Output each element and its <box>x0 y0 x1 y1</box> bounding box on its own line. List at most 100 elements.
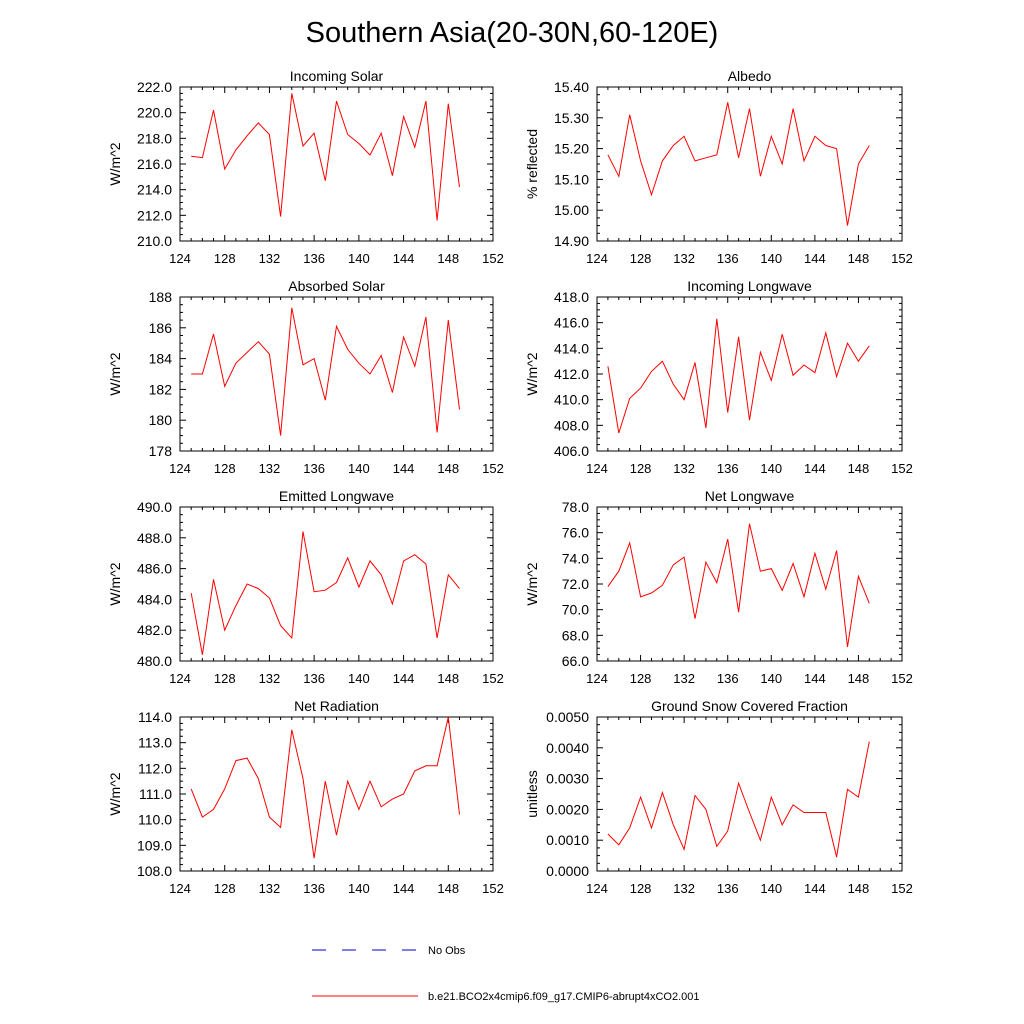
x-tick-label: 140 <box>348 461 370 476</box>
y-tick-label: 488.0 <box>137 530 172 546</box>
series-line-0 <box>191 93 460 221</box>
y-tick-label: 184 <box>149 351 173 367</box>
y-axis-label: W/m^2 <box>107 352 123 395</box>
y-tick-label: 490.0 <box>137 499 172 515</box>
x-tick-label: 140 <box>348 671 370 686</box>
x-tick-label: 136 <box>303 461 325 476</box>
panel-incoming-solar: Incoming Solar W/m^2 124 128 132 136 140 144 148… <box>107 68 504 266</box>
x-tick-label: 132 <box>673 251 695 266</box>
x-tick-label: 124 <box>586 251 608 266</box>
y-tick-label: 216.0 <box>137 156 172 172</box>
panel-title: Net Longwave <box>705 488 795 504</box>
panel-ground-snow-covered-fraction: Ground Snow Covered Fraction unitless 124 1… <box>524 698 913 896</box>
x-tick-label: 152 <box>482 251 504 266</box>
x-tick-label: 148 <box>848 251 870 266</box>
panel-title: Incoming Longwave <box>687 278 812 294</box>
y-axis-label: W/m^2 <box>107 562 123 605</box>
x-tick-label: 128 <box>630 881 652 896</box>
x-tick-label: 144 <box>804 671 826 686</box>
series-line-0 <box>607 741 870 858</box>
panel-emitted-longwave: Emitted Longwave W/m^2 124 128 132 136 140 144 1… <box>107 488 504 686</box>
y-tick-label: 110.0 <box>138 812 172 828</box>
y-tick-label: 78.0 <box>562 499 589 515</box>
series-line-0 <box>607 318 870 434</box>
y-tick-label: 178 <box>149 443 173 459</box>
y-axis-label: W/m^2 <box>107 772 123 815</box>
y-tick-label: 70.0 <box>562 602 589 618</box>
y-tick-label: 109.0 <box>137 837 172 853</box>
x-tick-label: 136 <box>717 461 739 476</box>
x-tick-label: 128 <box>630 671 652 686</box>
x-tick-label: 148 <box>437 461 459 476</box>
y-tick-label: 408.0 <box>554 417 589 433</box>
y-tick-label: 222.0 <box>137 79 172 95</box>
y-tick-label: 72.0 <box>562 576 589 592</box>
x-tick-label: 152 <box>482 671 504 686</box>
panel-title: Albedo <box>728 68 772 84</box>
x-tick-label: 124 <box>169 881 191 896</box>
legend: No Obs b.e21.BCO2x4cmip6.f09_g17.CMIP6-a… <box>312 945 700 1003</box>
x-tick-label: 140 <box>760 461 782 476</box>
y-axis-label: W/m^2 <box>524 352 540 395</box>
panel-albedo: Albedo % reflected 124 128 132 136 140 144 148 15… <box>524 68 913 266</box>
x-tick-label: 140 <box>760 251 782 266</box>
y-tick-label: 0.0050 <box>546 709 589 725</box>
x-tick-label: 136 <box>303 881 325 896</box>
x-tick-label: 136 <box>303 251 325 266</box>
y-tick-label: 188 <box>149 289 173 305</box>
y-tick-label: 15.20 <box>554 141 589 157</box>
y-tick-label: 15.30 <box>554 110 589 126</box>
figure-title: Southern Asia(20-30N,60-120E) <box>306 17 719 49</box>
y-tick-label: 0.0040 <box>546 740 589 756</box>
plot-frame <box>179 296 494 452</box>
x-tick-label: 148 <box>848 671 870 686</box>
y-tick-label: 416.0 <box>554 315 589 331</box>
x-tick-label: 140 <box>760 881 782 896</box>
plot-frame <box>596 716 903 872</box>
plot-frame <box>179 506 494 662</box>
y-tick-label: 108.0 <box>137 863 172 879</box>
y-tick-label: 480.0 <box>137 653 172 669</box>
y-tick-label: 112.0 <box>138 760 172 776</box>
x-tick-label: 136 <box>717 251 739 266</box>
y-tick-label: 482.0 <box>137 622 172 638</box>
y-tick-label: 210.0 <box>137 233 172 249</box>
plot-frame <box>179 86 494 242</box>
x-tick-label: 152 <box>891 671 913 686</box>
x-tick-label: 144 <box>393 461 415 476</box>
y-tick-label: 214.0 <box>137 182 172 198</box>
x-tick-label: 128 <box>214 461 236 476</box>
y-tick-label: 15.40 <box>554 79 589 95</box>
panel-title: Incoming Solar <box>290 68 384 84</box>
series-line-0 <box>190 716 460 859</box>
plot-frame <box>596 506 903 662</box>
panel-net-radiation: Net Radiation W/m^2 124 128 132 136 140 144 148 1… <box>107 698 504 896</box>
x-tick-label: 152 <box>891 251 913 266</box>
y-tick-label: 410.0 <box>554 392 589 408</box>
y-tick-label: 14.90 <box>554 233 589 249</box>
y-tick-label: 412.0 <box>554 366 589 382</box>
y-axis-label: % reflected <box>524 129 540 199</box>
panel-title: Ground Snow Covered Fraction <box>651 698 848 714</box>
legend-label-model-run: b.e21.BCO2x4cmip6.f09_g17.CMIP6-abrupt4x… <box>428 991 700 1003</box>
y-tick-label: 414.0 <box>554 340 589 356</box>
x-tick-label: 128 <box>214 671 236 686</box>
y-tick-label: 406.0 <box>554 443 589 459</box>
x-tick-label: 144 <box>804 881 826 896</box>
y-tick-label: 15.10 <box>554 171 589 187</box>
x-tick-label: 128 <box>630 461 652 476</box>
x-tick-label: 152 <box>482 881 504 896</box>
x-tick-label: 132 <box>673 461 695 476</box>
y-tick-label: 74.0 <box>562 550 589 566</box>
y-tick-label: 0.0030 <box>546 771 589 787</box>
x-tick-label: 148 <box>437 671 459 686</box>
x-tick-label: 144 <box>393 671 415 686</box>
x-tick-label: 132 <box>259 251 281 266</box>
series-line-0 <box>607 523 870 647</box>
y-tick-label: 418.0 <box>554 289 589 305</box>
panel-absorbed-solar: Absorbed Solar W/m^2 124 128 132 136 140 144 148… <box>107 278 504 476</box>
x-tick-label: 140 <box>760 671 782 686</box>
y-tick-label: 484.0 <box>137 591 172 607</box>
x-tick-label: 144 <box>393 251 415 266</box>
y-tick-label: 182 <box>149 381 173 397</box>
